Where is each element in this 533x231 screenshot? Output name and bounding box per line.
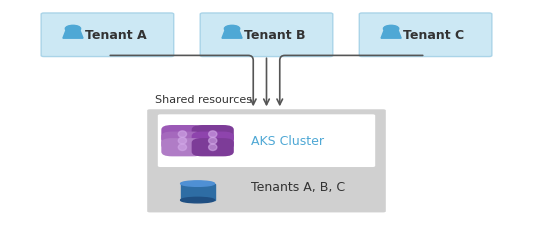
FancyBboxPatch shape <box>147 110 386 213</box>
Text: AKS Cluster: AKS Cluster <box>251 135 324 148</box>
Polygon shape <box>63 31 83 39</box>
Polygon shape <box>222 31 242 39</box>
Circle shape <box>66 26 80 33</box>
Ellipse shape <box>181 181 215 186</box>
Text: Tenant B: Tenant B <box>244 29 305 42</box>
FancyBboxPatch shape <box>192 139 234 157</box>
Circle shape <box>383 26 399 33</box>
Ellipse shape <box>181 198 215 203</box>
FancyBboxPatch shape <box>200 14 333 57</box>
FancyBboxPatch shape <box>161 139 204 157</box>
FancyBboxPatch shape <box>192 125 234 144</box>
FancyBboxPatch shape <box>161 132 204 150</box>
FancyBboxPatch shape <box>192 132 234 150</box>
FancyBboxPatch shape <box>41 14 174 57</box>
Text: Tenant A: Tenant A <box>85 29 146 42</box>
Bar <box>181 184 215 200</box>
FancyBboxPatch shape <box>359 14 492 57</box>
Ellipse shape <box>178 138 187 144</box>
Ellipse shape <box>208 144 217 151</box>
Polygon shape <box>381 31 401 39</box>
Ellipse shape <box>208 138 217 144</box>
FancyBboxPatch shape <box>158 115 375 167</box>
FancyBboxPatch shape <box>161 125 204 144</box>
Ellipse shape <box>178 144 187 151</box>
Ellipse shape <box>178 131 187 138</box>
Text: Shared resources: Shared resources <box>155 94 252 104</box>
Circle shape <box>224 26 240 33</box>
Text: Tenants A, B, C: Tenants A, B, C <box>251 180 345 193</box>
Text: Tenant C: Tenant C <box>403 29 464 42</box>
Ellipse shape <box>208 131 217 138</box>
